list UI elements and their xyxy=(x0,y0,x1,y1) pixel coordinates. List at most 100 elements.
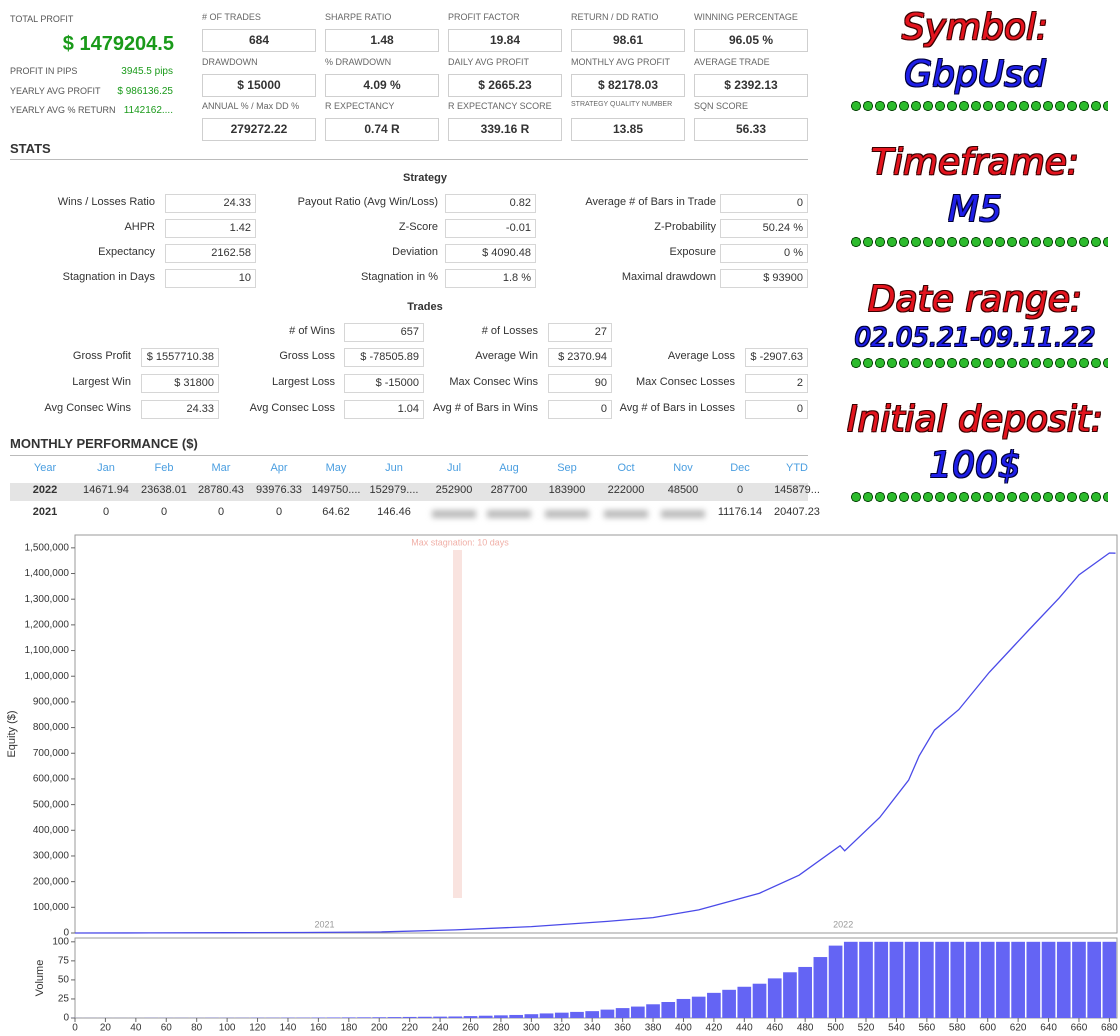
x-tick-label: 160 xyxy=(310,1023,327,1034)
card-label: % DRAWDOWN xyxy=(325,56,392,67)
volume-bar xyxy=(707,992,721,1018)
stat-value: 50.24 % xyxy=(720,219,808,238)
volume-bar xyxy=(889,941,904,1018)
volume-bar xyxy=(418,1016,432,1018)
stat-value: $ 93900 xyxy=(720,269,808,288)
x-tick-label: 620 xyxy=(1010,1023,1027,1034)
stat-value: 0 xyxy=(720,194,808,213)
card-value: 19.84 xyxy=(448,29,562,52)
y-tick-label: 800,000 xyxy=(33,722,70,733)
star-row xyxy=(850,358,1108,369)
stat-label: Avg Consec Wins xyxy=(44,402,131,414)
volume-bar xyxy=(478,1015,493,1018)
volume-bar xyxy=(402,1016,417,1018)
card-value: $ 2392.13 xyxy=(694,73,808,97)
stat-label: Max Consec Wins xyxy=(449,376,538,388)
card-value: 339.16 R xyxy=(448,118,562,141)
month-value: 152979.... xyxy=(369,484,419,496)
month-value: 287700 xyxy=(490,484,528,496)
volume-bar xyxy=(326,1017,341,1018)
card-value: 96.05 % xyxy=(694,29,808,52)
stat-label: Avg # of Bars in Wins xyxy=(433,402,538,414)
y-tick-label: 1,400,000 xyxy=(25,568,70,579)
stat-label: Avg # of Bars in Losses xyxy=(619,402,735,414)
card-label: R EXPECTANCY SCORE xyxy=(448,101,552,111)
y-tick-label: 75 xyxy=(58,955,70,966)
volume-bar xyxy=(539,1013,554,1018)
stat-label: Stagnation in % xyxy=(360,271,438,283)
month-header: Sep xyxy=(557,462,577,474)
x-tick-label: 0 xyxy=(72,1023,78,1034)
card-label: DRAWDOWN xyxy=(202,56,258,67)
volume-bar xyxy=(996,941,1010,1018)
stat-label: Largest Loss xyxy=(272,376,335,388)
y-tick-label: 500,000 xyxy=(33,799,70,810)
card-value: 684 xyxy=(202,29,316,52)
month-value: 14671.94 xyxy=(83,484,129,496)
month-header: Aug xyxy=(499,462,519,474)
total-profit: $ 1479204.5 xyxy=(62,33,174,55)
stat-value: 1.42 xyxy=(165,219,256,238)
card-label: STRATEGY QUALITY NUMBER xyxy=(571,101,673,108)
info-value: GbpUsd xyxy=(904,54,1046,95)
month-value: 0 xyxy=(736,484,744,496)
x-tick-label: 320 xyxy=(553,1023,570,1034)
y-tick-label: 0 xyxy=(63,928,69,939)
stat-value: 1.04 xyxy=(344,400,424,419)
stat-label: Z-Probability xyxy=(654,221,716,233)
info-value: 02.05.21-09.11.22 xyxy=(854,323,1096,353)
card-value: 4.09 % xyxy=(325,73,439,97)
month-value: 2022 xyxy=(32,484,58,496)
volume-bar xyxy=(509,1014,523,1018)
month-value: 0 xyxy=(217,506,225,518)
card-label: SQN SCORE xyxy=(694,101,749,111)
stat-value: $ 1557710.38 xyxy=(141,348,219,367)
x-tick-label: 460 xyxy=(766,1023,783,1034)
volume-bar xyxy=(433,1016,447,1018)
volume-bar xyxy=(615,1008,630,1018)
card-label: MONTHLY AVG PROFIT xyxy=(571,56,671,67)
stat-label: Payout Ratio (Avg Win/Loss) xyxy=(297,196,438,208)
detail-label: YEARLY AVG PROFIT xyxy=(10,85,101,96)
x-tick-label: 380 xyxy=(645,1023,662,1034)
card-value: 98.61 xyxy=(571,29,685,52)
volume-bar xyxy=(1041,941,1056,1018)
section-title: MONTHLY PERFORMANCE ($) xyxy=(10,436,198,451)
volume-bar xyxy=(646,1004,660,1018)
section-title: STATS xyxy=(10,141,51,156)
row-highlight xyxy=(10,483,808,501)
info-label: Date range: xyxy=(867,279,1083,320)
volume-bar xyxy=(691,996,706,1018)
detail-value: 1142162.... xyxy=(123,105,173,116)
y-tick-label: 400,000 xyxy=(33,825,70,836)
x-tick-label: 560 xyxy=(919,1023,936,1034)
stat-value: $ 2370.94 xyxy=(548,348,612,367)
month-header: YTD xyxy=(786,462,808,474)
stat-label: # of Wins xyxy=(289,325,335,337)
volume-bar xyxy=(935,941,949,1018)
info-value: 100$ xyxy=(929,445,1021,486)
y-tick-label: 100 xyxy=(52,936,69,947)
month-header: Jan xyxy=(97,462,115,474)
stat-label: Average # of Bars in Trade xyxy=(585,196,716,208)
volume-bar xyxy=(798,966,813,1018)
month-value: 2021 xyxy=(32,506,58,518)
info-label: Initial deposit: xyxy=(847,399,1103,440)
month-value: 252900 xyxy=(435,484,473,496)
month-value: 64.62 xyxy=(322,506,350,518)
year-label: 2021 xyxy=(314,919,334,929)
card-value: $ 15000 xyxy=(202,73,316,97)
stagnation-band xyxy=(453,550,462,898)
volume-bar xyxy=(767,978,782,1018)
month-value: 28780.43 xyxy=(198,484,244,496)
month-header: Apr xyxy=(270,462,288,474)
x-tick-label: 180 xyxy=(340,1023,357,1034)
stat-value: 90 xyxy=(548,374,612,393)
volume-bar xyxy=(920,941,934,1018)
y-tick-label: 100,000 xyxy=(33,902,70,913)
x-tick-label: 500 xyxy=(827,1023,844,1034)
month-header: Mar xyxy=(211,462,231,474)
x-tick-label: 260 xyxy=(462,1023,479,1034)
month-header: May xyxy=(325,462,347,474)
plot-area xyxy=(74,534,1118,934)
